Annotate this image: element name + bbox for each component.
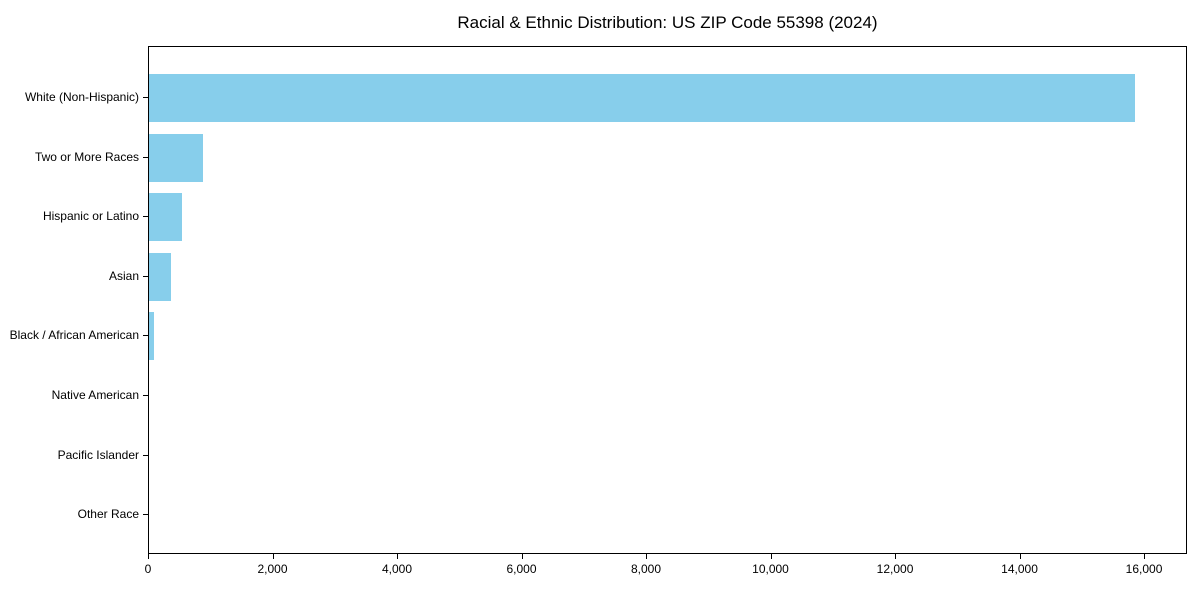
x-tick-mark [895,554,897,559]
y-tick-mark [143,395,148,396]
x-tick-mark [770,554,772,559]
y-axis-label-native-american: Native American [51,388,139,402]
y-tick-mark [143,216,148,218]
y-axis-label-two-or-more-races: Two or More Races [34,149,139,164]
y-axis-label-black-african-american: Black / African American [9,328,139,343]
y-axis-label-other-race: Other Race [77,507,139,522]
bar-black-african-american [149,312,154,361]
x-tick-label: 16,000 [1125,562,1163,576]
y-axis-label-pacific-islander: Pacific Islander [57,447,139,462]
y-tick-mark [143,454,148,456]
y-tick-mark [143,156,148,158]
y-axis-label-white-non-hispanic: White (Non-Hispanic) [24,90,139,104]
x-tick-label: 14,000 [1001,562,1038,576]
chart-title: Racial & Ethnic Distribution: US ZIP Cod… [457,13,878,32]
x-tick-label: 12,000 [876,562,914,576]
y-axis-label-asian: Asian [108,268,139,283]
bar-two-or-more-races [149,133,204,182]
bar-white-non-hispanic [149,74,1136,122]
x-tick-mark [272,554,274,559]
x-tick-mark [148,554,149,559]
x-tick-label: 10,000 [752,562,789,576]
x-tick-label: 2,000 [257,562,288,576]
bar-hispanic-or-latino [149,193,183,242]
y-tick-mark [143,335,148,337]
x-tick-mark [646,554,648,559]
y-tick-mark [143,514,148,516]
x-tick-label: 0 [144,562,152,576]
bar-asian [149,252,172,301]
x-tick-mark [521,554,523,559]
x-tick-mark [397,554,398,559]
y-tick-mark [143,275,148,277]
x-tick-label: 4,000 [381,562,413,576]
x-tick-label: 6,000 [506,562,537,576]
x-tick-mark [1144,554,1146,559]
x-tick-label: 8,000 [631,562,662,576]
y-tick-mark [143,97,148,98]
x-tick-mark [1019,554,1021,559]
y-axis-label-hispanic-or-latino: Hispanic or Latino [42,209,139,224]
plot-area [148,46,1187,554]
